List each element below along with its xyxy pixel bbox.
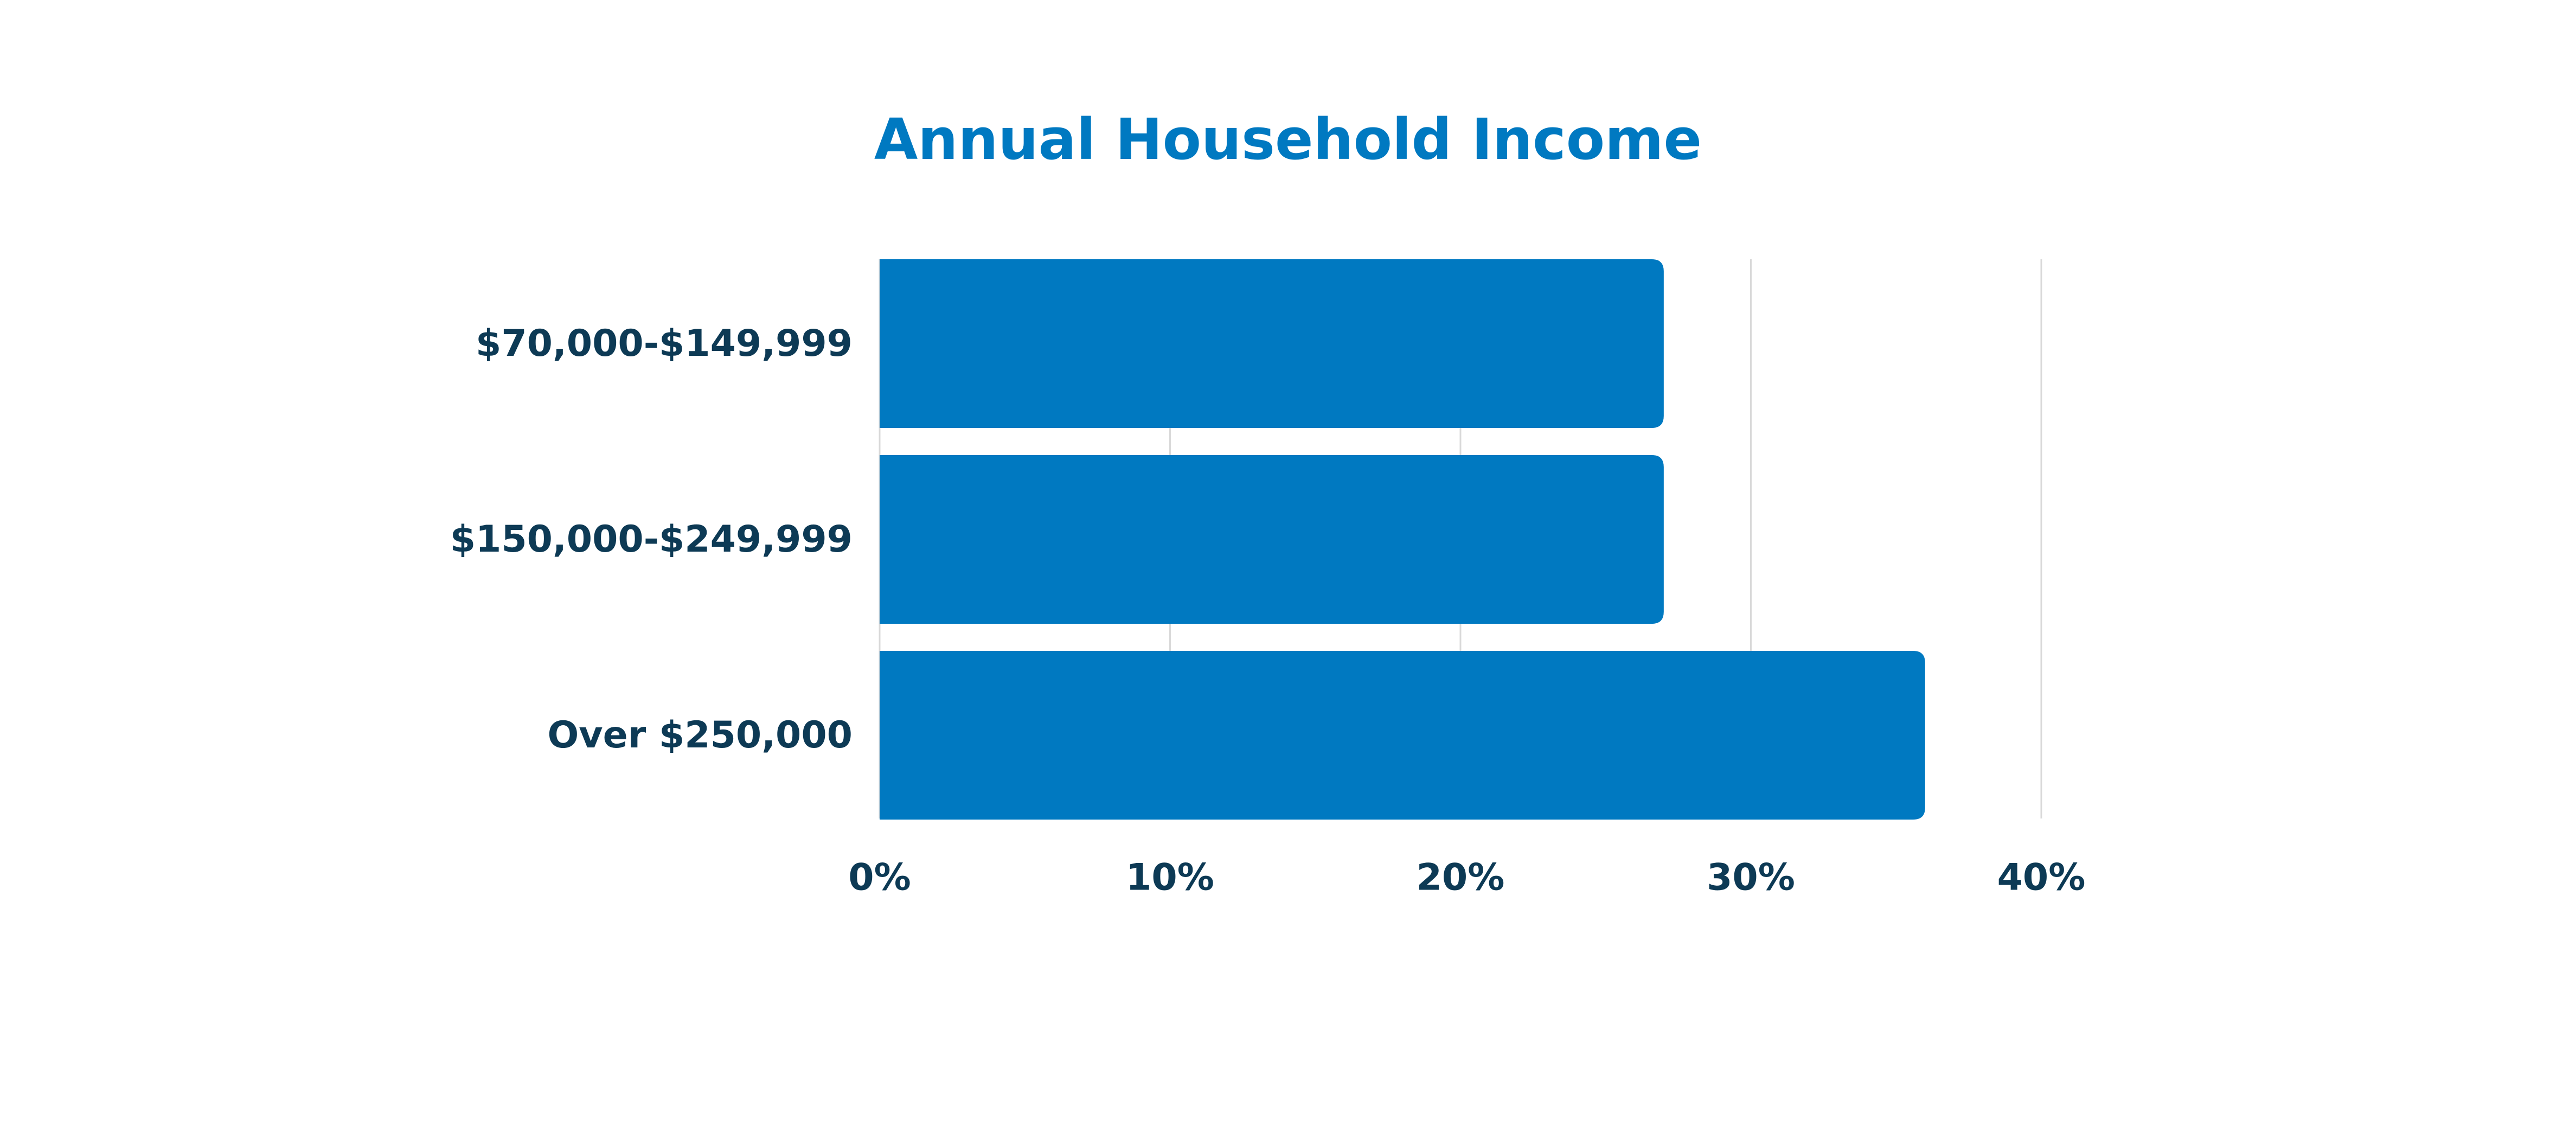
x-tick-label-0: 0% [848, 856, 911, 899]
x-tick-label-3: 30% [1707, 856, 1795, 899]
category-label-2: Over $250,000 [548, 714, 853, 757]
x-tick-label-1: 10% [1126, 856, 1214, 899]
x-axis-tick-labels: 0% 10% 20% 30% 40% [848, 856, 2085, 899]
category-label-0: $70,000-$149,999 [476, 322, 853, 365]
category-labels: $70,000-$149,999 $150,000-$249,999 Over $2… [450, 322, 853, 757]
x-tick-label-4: 40% [1997, 856, 2086, 899]
category-label-1: $150,000-$249,999 [450, 518, 853, 561]
bar-1 [880, 455, 1664, 624]
bar-0 [880, 259, 1664, 428]
x-tick-label-2: 20% [1417, 856, 1505, 899]
bar-2 [880, 651, 1925, 820]
bars [880, 259, 1925, 820]
chart-title: Annual Household Income [874, 106, 1702, 172]
